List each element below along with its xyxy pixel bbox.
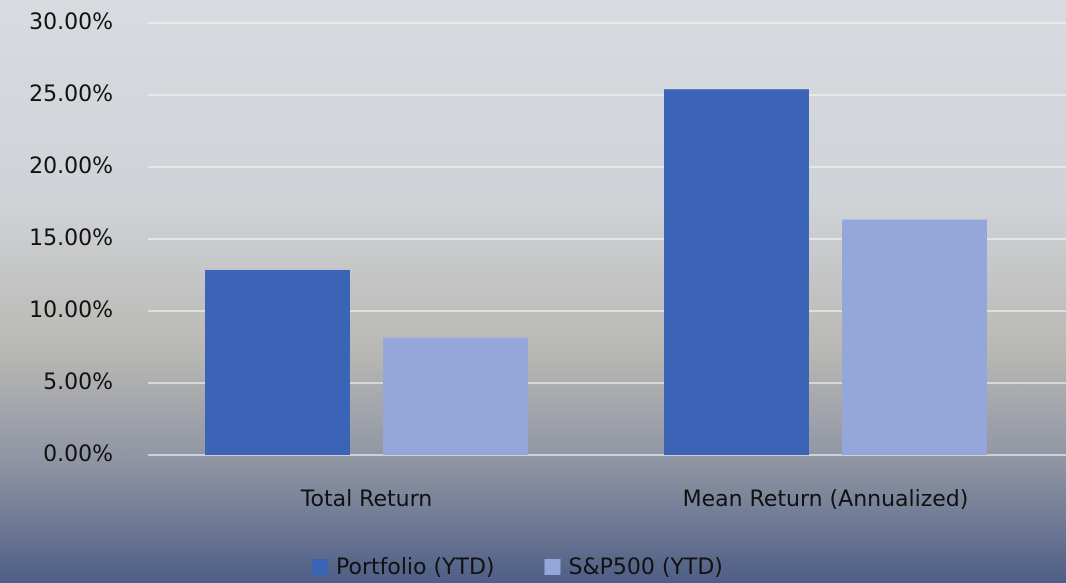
y-tick-label: 15.00% — [29, 226, 113, 251]
y-tick-label: 30.00% — [29, 10, 113, 35]
legend-swatch — [544, 559, 561, 575]
y-tick-label: 20.00% — [29, 154, 113, 179]
x-tick-label: Mean Return (Annualized) — [683, 487, 969, 512]
y-tick-label: 5.00% — [43, 370, 113, 395]
bar — [842, 219, 987, 455]
y-tick-label: 0.00% — [43, 442, 113, 467]
y-tick-label: 25.00% — [29, 82, 113, 107]
legend-swatch — [312, 559, 328, 575]
legend-label: Portfolio (YTD) — [336, 555, 494, 580]
y-tick-label: 10.00% — [29, 298, 113, 323]
legend-label: S&P500 (YTD) — [568, 555, 722, 580]
bar — [664, 89, 809, 456]
bar — [205, 269, 350, 455]
bar — [383, 337, 528, 455]
x-tick-label: Total Return — [300, 487, 432, 512]
